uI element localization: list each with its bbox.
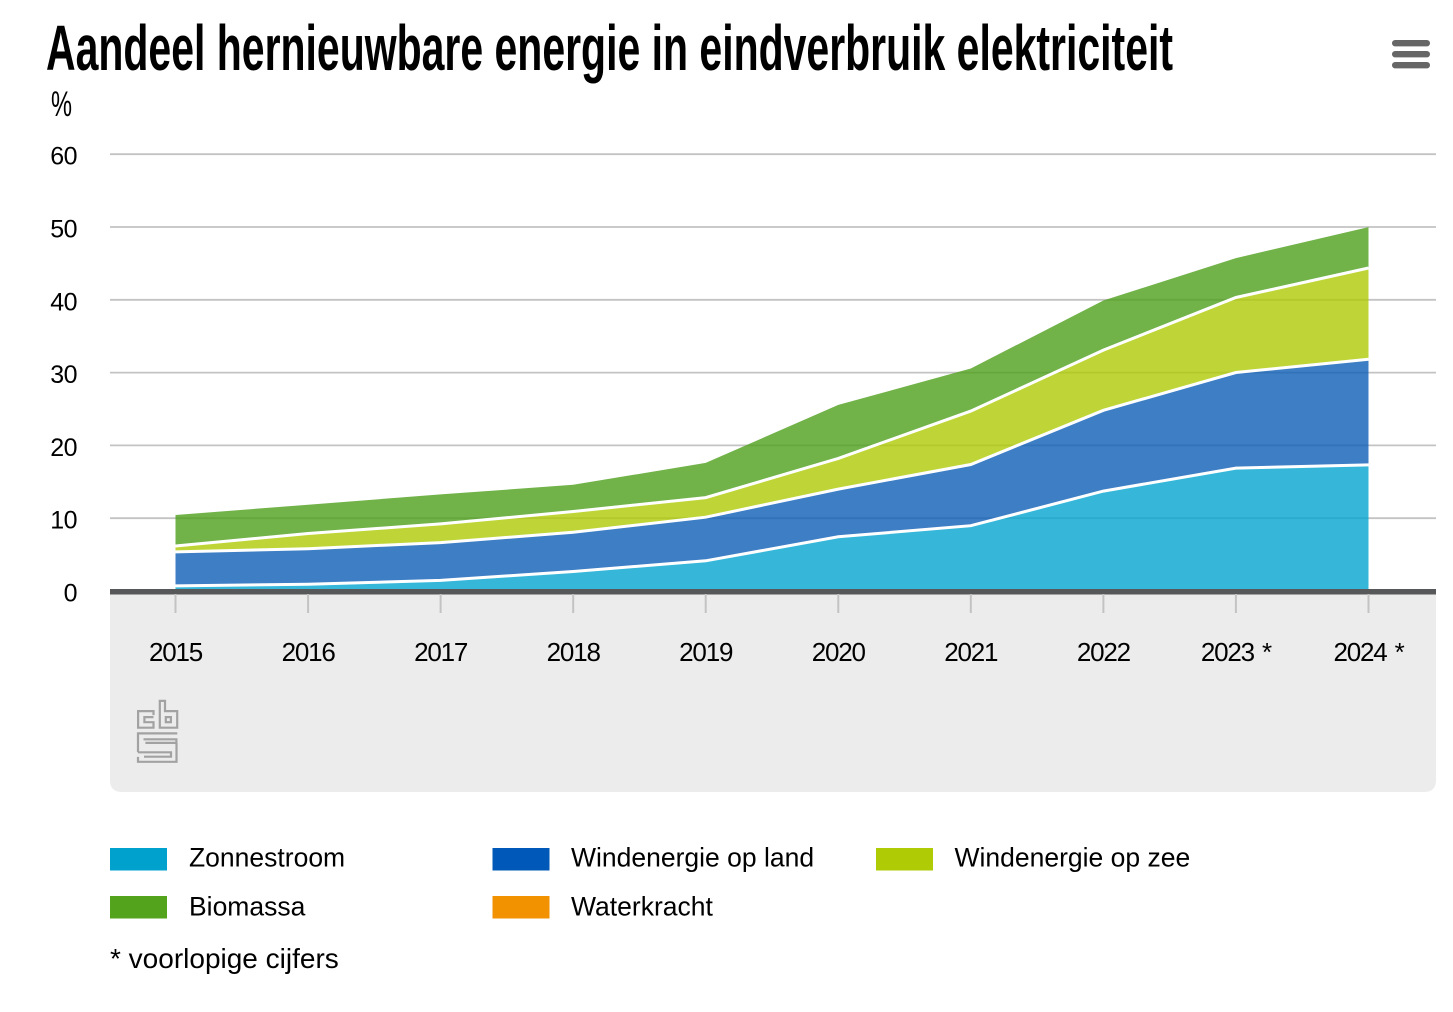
svg-text:60: 60	[50, 143, 77, 171]
svg-text:2017: 2017	[414, 637, 468, 667]
svg-text:2020: 2020	[812, 637, 866, 667]
svg-text:2016: 2016	[282, 637, 336, 667]
svg-text:2023 *: 2023 *	[1201, 637, 1272, 667]
svg-text:Windenergie op land: Windenergie op land	[571, 843, 814, 873]
svg-text:30: 30	[50, 361, 77, 389]
svg-text:Zonnestroom: Zonnestroom	[189, 843, 345, 873]
svg-text:Windenergie op zee: Windenergie op zee	[955, 843, 1191, 873]
svg-text:2018: 2018	[547, 637, 601, 667]
svg-text:Aandeel hernieuwbare energie i: Aandeel hernieuwbare energie in eindverb…	[46, 12, 1173, 84]
svg-text:* voorlopige cijfers: * voorlopige cijfers	[110, 943, 339, 974]
svg-text:20: 20	[50, 434, 77, 462]
svg-text:0: 0	[64, 580, 77, 608]
svg-text:Biomassa: Biomassa	[189, 892, 306, 922]
svg-text:50: 50	[50, 216, 77, 244]
svg-text:2024 *: 2024 *	[1334, 637, 1405, 667]
svg-text:2015: 2015	[149, 637, 203, 667]
svg-text:Waterkracht: Waterkracht	[571, 892, 713, 922]
svg-text:40: 40	[50, 288, 77, 316]
svg-text:10: 10	[50, 507, 77, 535]
svg-text:2022: 2022	[1077, 637, 1131, 667]
svg-text:%: %	[51, 85, 72, 124]
svg-text:2021: 2021	[944, 637, 998, 667]
svg-text:2019: 2019	[679, 637, 733, 667]
